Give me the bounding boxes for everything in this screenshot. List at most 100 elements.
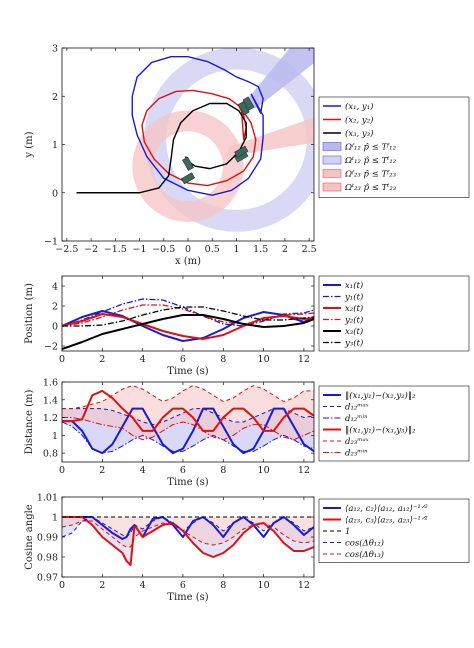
legend-swatch xyxy=(322,182,342,192)
legend-label: cos(Δθ₁₂) xyxy=(345,538,384,549)
x-tick-label: 2 xyxy=(99,465,105,476)
y-tick-label: 4 xyxy=(52,282,58,293)
x-tick-label: 6 xyxy=(180,580,186,591)
y-tick-label: 2 xyxy=(52,302,58,313)
band-0 xyxy=(62,517,314,565)
series-line-3 xyxy=(62,313,314,340)
series-line-6 xyxy=(62,306,314,327)
x-tick-label: 6 xyxy=(180,465,186,476)
x-tick-label: −1 xyxy=(133,244,147,255)
x-tick-label: 2 xyxy=(282,244,288,255)
x-tick-label: 0 xyxy=(59,354,65,365)
x-tick-label: 4 xyxy=(140,580,146,591)
x-tick-label: 0 xyxy=(185,244,191,255)
legend-swatch xyxy=(322,155,342,165)
legend-label: (x₃, y₃) xyxy=(345,128,373,139)
legend-label: ‖(x₁,y₁)−(x₃,y₃)‖₂ xyxy=(345,425,416,436)
x-tick-label: 0 xyxy=(59,465,65,476)
y-tick-label: 3 xyxy=(52,44,58,55)
legend-label: d₁₂ᵐᵃˣ xyxy=(345,403,369,413)
series-line-5 xyxy=(62,385,314,410)
legend-label: Ωᵗ₁₂ p̂ ≤ Tᵗ₁₂ xyxy=(344,155,397,166)
band-1 xyxy=(62,517,314,547)
robot-marker xyxy=(180,172,196,185)
y-axis-label: y (m) xyxy=(24,131,35,158)
legend-label: Ωᵗ₂₃ p̂ ≤ Tᵗ₂₃ xyxy=(344,182,397,193)
series-line-1 xyxy=(62,310,314,342)
series-line-6 xyxy=(62,417,314,441)
y-tick-label: 1.2 xyxy=(43,413,58,424)
region-f23 xyxy=(226,117,314,157)
series-line-5 xyxy=(62,314,314,350)
y-axis-label: Distance (m) xyxy=(24,390,35,455)
x-tick-label: 10 xyxy=(258,580,270,591)
trajectory-1 xyxy=(131,55,264,196)
x-tick-label: 4 xyxy=(140,354,146,365)
x-axis-label: Time (s) xyxy=(167,366,208,377)
axes-frame xyxy=(61,275,315,352)
series-line-4 xyxy=(62,389,314,432)
robot-marker xyxy=(237,101,250,116)
legend-label: d₁₂ᵐⁱⁿ xyxy=(345,414,368,424)
x-tick-label: 10 xyxy=(258,465,270,476)
legend-label: y₂(t) xyxy=(344,315,363,326)
x-tick-label: 1.5 xyxy=(253,244,268,255)
x-tick-label: −1.5 xyxy=(104,244,127,255)
legend-box xyxy=(318,498,470,563)
x-tick-label: −0.5 xyxy=(152,244,175,255)
series-line-1 xyxy=(62,516,314,540)
x-tick-label: 12 xyxy=(298,580,310,591)
x-tick-label: 8 xyxy=(220,580,226,591)
legend-label: x₂(t) xyxy=(345,303,363,314)
legend-label: cos(Δθ₁₃) xyxy=(345,549,384,560)
series-line-5 xyxy=(62,520,314,548)
plot-area-4 xyxy=(62,516,314,566)
x-tick-label: −2.5 xyxy=(55,244,78,255)
x-tick-label: 12 xyxy=(298,465,310,476)
y-tick-label: 0.98 xyxy=(37,553,58,564)
y-tick-label: 1 xyxy=(52,140,58,151)
x-tick-label: 8 xyxy=(220,465,226,476)
y-tick-label: 1 xyxy=(52,431,58,442)
x-tick-label: 0.5 xyxy=(205,244,220,255)
plot-area-3 xyxy=(62,385,314,455)
robot-marker xyxy=(182,156,194,171)
x-tick-label: 10 xyxy=(258,354,270,365)
legend-label: ⟨a₁₂, c₂⟩⟨a₁₂, a₁₂⟩⁻¹ᐟ² xyxy=(345,504,428,514)
legend-label: (x₂, y₂) xyxy=(345,115,373,126)
y-tick-label: 1.6 xyxy=(43,378,58,389)
y-tick-label: 2 xyxy=(52,92,58,103)
x-tick-label: 6 xyxy=(180,354,186,365)
series-line-2 xyxy=(62,298,314,327)
legend-label: ⟨a₂₃, c₃⟩⟨a₂₃, a₂₃⟩⁻¹ᐟ² xyxy=(345,516,428,526)
legend-label: x₃(t) xyxy=(345,326,363,337)
y-tick-label: 0.97 xyxy=(37,573,58,584)
legend-label: y₃(t) xyxy=(344,338,363,349)
legend-label: Ωᶠ₁₂ p̂ ≤ Tᶠ₁₂ xyxy=(344,142,397,153)
plot-area-2 xyxy=(62,298,314,350)
series-line-4 xyxy=(62,516,314,538)
y-tick-label: 0.99 xyxy=(37,533,58,544)
x-tick-label: 4 xyxy=(140,465,146,476)
series-line-1 xyxy=(62,407,314,455)
series-line-3 xyxy=(62,421,314,454)
series-line-2 xyxy=(62,408,314,426)
y-tick-label: 1.01 xyxy=(37,493,58,504)
y-tick-label: 1.4 xyxy=(43,395,58,406)
robot-marker xyxy=(234,145,249,158)
axes-frame xyxy=(61,381,315,463)
y-axis-label: Cosine angle xyxy=(24,504,35,570)
legend-label: d₂₃ᵐⁱⁿ xyxy=(345,449,368,459)
legend-swatch xyxy=(322,142,342,151)
x-tick-label: 2.5 xyxy=(302,244,317,255)
legend-label: (x₁, y₁) xyxy=(345,101,373,112)
y-tick-label: −2 xyxy=(44,342,58,353)
legend-label: 1 xyxy=(345,527,350,537)
legend-swatch xyxy=(322,169,342,178)
legend-label: y₁(t) xyxy=(344,292,363,303)
plot-area-1 xyxy=(76,48,314,232)
y-tick-label: 0.8 xyxy=(43,449,58,460)
x-tick-label: 2 xyxy=(99,354,105,365)
legend-box xyxy=(318,96,470,198)
